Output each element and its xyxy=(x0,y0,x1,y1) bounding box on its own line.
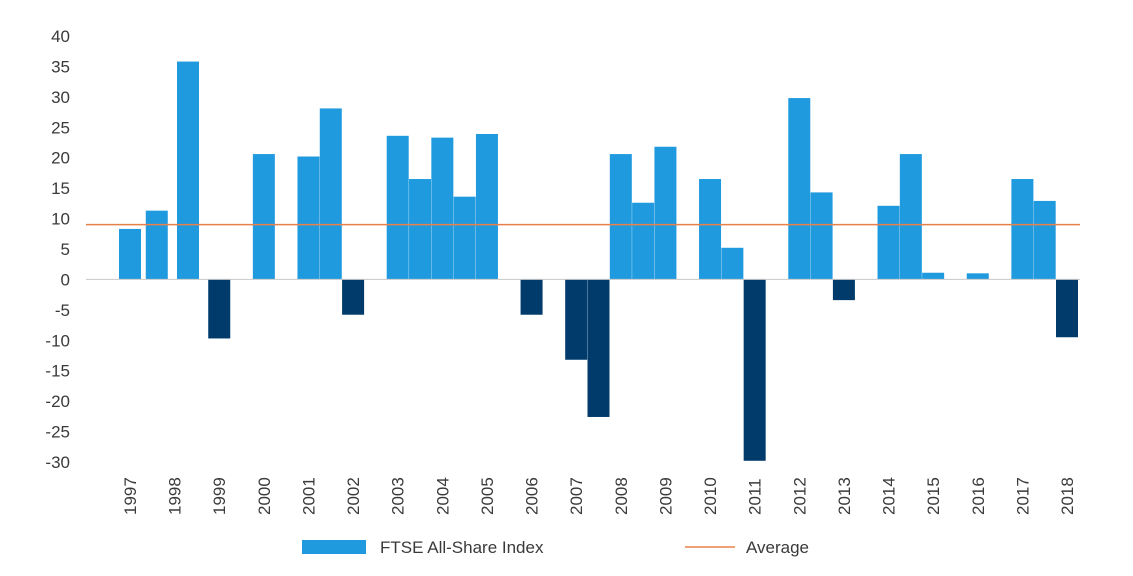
bar xyxy=(743,279,766,461)
bar xyxy=(319,108,342,280)
y-tick-label: -30 xyxy=(45,453,70,472)
bar xyxy=(966,273,989,280)
x-tick-label: 2008 xyxy=(612,477,631,515)
bar xyxy=(475,133,498,280)
bar xyxy=(386,135,409,280)
x-tick-label: 2001 xyxy=(299,477,318,515)
x-tick-label: 2005 xyxy=(478,477,497,515)
y-tick-label: 35 xyxy=(51,57,70,76)
y-tick-label: 30 xyxy=(51,88,70,107)
bar xyxy=(520,279,543,315)
x-tick-label: 2003 xyxy=(389,477,408,515)
bar xyxy=(342,279,365,315)
bar xyxy=(609,154,632,280)
y-tick-label: -10 xyxy=(45,331,70,350)
x-tick-label: 2002 xyxy=(344,477,363,515)
x-tick-label: 2011 xyxy=(746,478,765,515)
legend: FTSE All-Share Index Average xyxy=(302,538,809,557)
bar xyxy=(208,279,231,339)
bar xyxy=(252,154,275,280)
x-axis-ticks: 1997 1998 1999 2000 2001 2002 2003 2004 2005 2006… xyxy=(121,477,1077,515)
x-tick-label: 2007 xyxy=(567,477,586,515)
legend-label-ftse: FTSE All-Share Index xyxy=(380,538,544,557)
y-tick-label: 40 xyxy=(51,27,70,46)
y-tick-label: -20 xyxy=(45,392,70,411)
x-tick-label: 2010 xyxy=(701,477,720,515)
x-tick-label: 2017 xyxy=(1013,477,1032,515)
y-tick-label: 15 xyxy=(51,179,70,198)
x-tick-label: 2009 xyxy=(656,477,675,515)
y-tick-label: 20 xyxy=(51,149,70,168)
x-tick-label: 2006 xyxy=(523,477,542,515)
bar xyxy=(1033,200,1056,280)
y-tick-label: -25 xyxy=(45,423,70,442)
bar xyxy=(632,202,655,280)
bar xyxy=(788,98,811,280)
bar xyxy=(145,210,168,280)
x-tick-label: 2013 xyxy=(835,477,854,515)
x-tick-label: 1999 xyxy=(210,477,229,515)
bar xyxy=(587,279,610,417)
x-tick-label: 2018 xyxy=(1058,477,1077,515)
bars xyxy=(119,61,1078,461)
x-tick-label: 2016 xyxy=(969,477,988,515)
bar xyxy=(119,228,141,280)
x-tick-label: 1998 xyxy=(166,477,185,515)
x-tick-label: 1997 xyxy=(121,477,140,515)
x-tick-label: 2004 xyxy=(433,477,452,515)
bar xyxy=(297,156,320,280)
legend-label-average: Average xyxy=(746,538,809,557)
bar xyxy=(899,154,922,280)
x-tick-label: 2015 xyxy=(924,477,943,515)
legend-swatch-ftse xyxy=(302,540,366,554)
bar xyxy=(177,61,200,280)
y-tick-label: 5 xyxy=(61,240,70,259)
bar xyxy=(1056,279,1078,338)
x-tick-label: 2014 xyxy=(880,477,899,515)
y-tick-label: 0 xyxy=(61,270,70,289)
y-tick-label: 25 xyxy=(51,118,70,137)
x-tick-label: 2000 xyxy=(255,477,274,515)
y-tick-label: 10 xyxy=(51,210,70,229)
bar xyxy=(832,279,855,301)
bar xyxy=(1011,179,1034,280)
bar xyxy=(721,247,744,280)
x-tick-label: 2012 xyxy=(790,477,809,515)
bar xyxy=(877,205,900,280)
y-tick-label: -5 xyxy=(55,301,70,320)
bar xyxy=(409,179,432,280)
y-tick-label: -15 xyxy=(45,362,70,381)
bar xyxy=(699,179,722,280)
bar xyxy=(810,192,833,280)
bar xyxy=(431,137,454,280)
bar xyxy=(453,196,476,280)
bar xyxy=(565,279,588,360)
bar xyxy=(922,272,945,280)
y-axis-ticks: 40 35 30 25 20 15 10 5 0 -5 -10 -15 -20 -25 -30 xyxy=(45,27,70,472)
bar xyxy=(654,146,677,280)
